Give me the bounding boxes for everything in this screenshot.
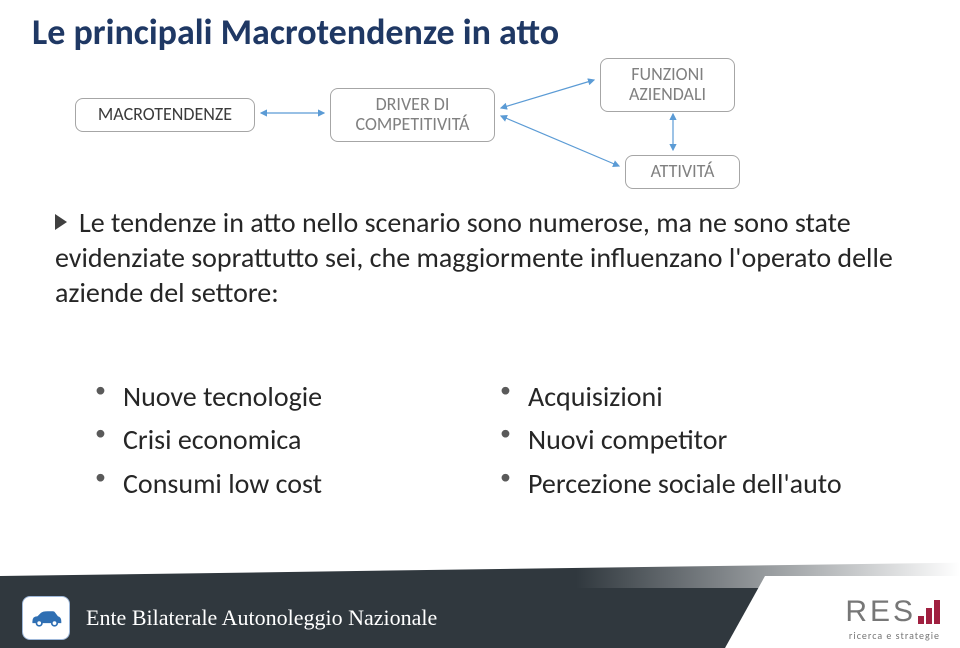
bullet-columns: Nuove tecnologie Crisi economica Consumi… [95, 375, 905, 505]
footer-right: RES ricerca e strategie [845, 595, 940, 642]
list-item: Percezione sociale dell'auto [500, 462, 905, 505]
list-item: Nuove tecnologie [95, 375, 500, 418]
left-item-2: Consumi low cost [123, 466, 322, 501]
box-driver-line2: COMPETITIVITÁ [356, 113, 470, 135]
brand-accent-bar [926, 608, 932, 624]
car-icon [29, 607, 63, 629]
footer-left: Ente Bilaterale Autonoleggio Nazionale [22, 596, 437, 640]
right-column: Acquisizioni Nuovi competitor Percezione… [500, 375, 905, 505]
box-funzioni: FUNZIONI AZIENDALI [600, 58, 735, 112]
left-column: Nuove tecnologie Crisi economica Consumi… [95, 375, 500, 505]
brand-logo: RES [845, 595, 940, 629]
box-macrotendenze: MACROTENDENZE [75, 98, 255, 132]
org-name: Ente Bilaterale Autonoleggio Nazionale [86, 605, 437, 631]
footer: Ente Bilaterale Autonoleggio Nazionale R… [0, 582, 960, 648]
body-paragraph: Le tendenze in atto nello scenario sono … [55, 205, 905, 310]
brand-subtitle: ricerca e strategie [845, 629, 940, 642]
brand-accent-bar [934, 600, 940, 624]
connector-macro-driver [255, 105, 330, 121]
box-attivita: ATTIVITÁ [625, 155, 740, 189]
right-item-1: Nuovi competitor [528, 422, 727, 457]
slide: Le principali Macrotendenze in atto MACR… [0, 0, 960, 648]
left-item-0: Nuove tecnologie [123, 379, 322, 414]
brand-accent-bar [918, 616, 924, 624]
right-item-0: Acquisizioni [528, 379, 663, 414]
org-logo-badge [22, 596, 70, 640]
slide-title: Le principali Macrotendenze in atto [32, 10, 559, 54]
right-item-2: Percezione sociale dell'auto [528, 466, 842, 501]
body-text: Le tendenze in atto nello scenario sono … [55, 205, 893, 310]
box-funzioni-line2: AZIENDALI [629, 83, 706, 105]
brand-text: RES [845, 595, 916, 628]
list-item: Nuovi competitor [500, 418, 905, 461]
connector-driver-attivita [495, 110, 625, 175]
list-item: Acquisizioni [500, 375, 905, 418]
caret-icon [55, 214, 67, 230]
list-item: Consumi low cost [95, 462, 500, 505]
box-macro-label: MACROTENDENZE [98, 103, 232, 125]
box-attivita-label: ATTIVITÁ [651, 160, 715, 182]
list-item: Crisi economica [95, 418, 500, 461]
box-driver: DRIVER DI COMPETITIVITÁ [330, 88, 495, 142]
left-item-1: Crisi economica [123, 422, 301, 457]
box-funzioni-line1: FUNZIONI [631, 63, 703, 85]
connector-funzioni-attivita [658, 108, 688, 156]
box-driver-line1: DRIVER DI [376, 93, 450, 115]
